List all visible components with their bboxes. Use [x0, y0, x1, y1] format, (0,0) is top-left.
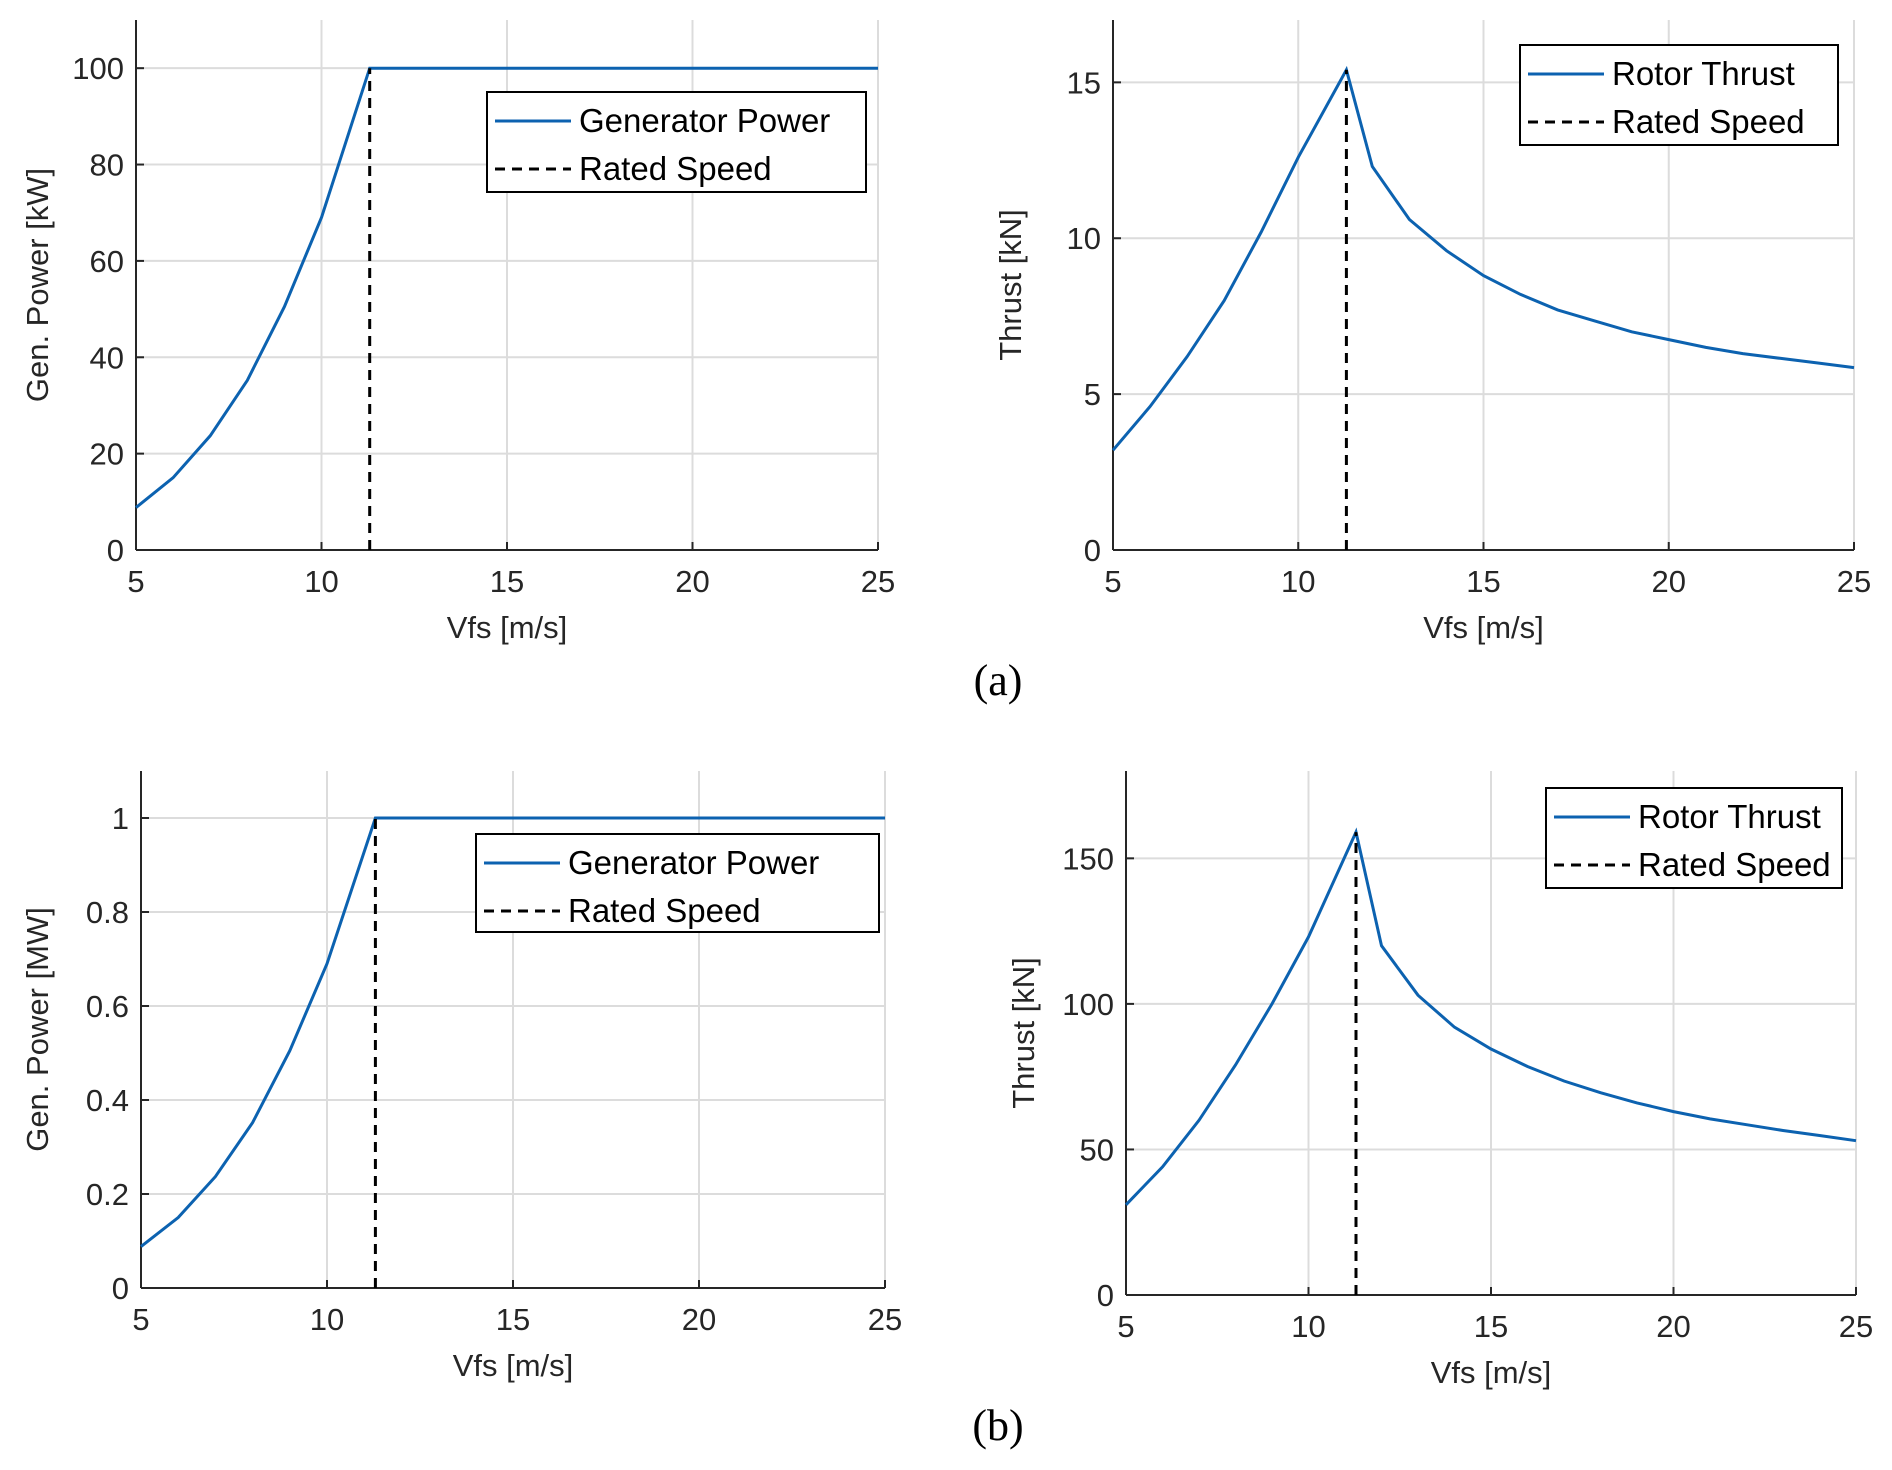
y-tick-label: 15	[1067, 65, 1101, 100]
x-tick-label: 5	[132, 1302, 149, 1337]
y-axis-label: Gen. Power [kW]	[20, 168, 55, 402]
x-tick-label: 20	[682, 1302, 716, 1337]
x-tick-label: 10	[1281, 564, 1315, 599]
legend: Generator Power Rated Speed	[486, 91, 867, 193]
y-tick-label: 1	[112, 801, 129, 836]
y-tick-label: 40	[90, 340, 124, 375]
x-tick-label: 10	[310, 1302, 344, 1337]
x-axis-label: Vfs [m/s]	[1431, 1355, 1552, 1390]
x-tick-label: 5	[1104, 564, 1121, 599]
legend-box	[1519, 44, 1839, 146]
legend-label: Rated Speed	[1638, 846, 1831, 883]
y-tick-label: 0.6	[86, 989, 129, 1024]
x-tick-label: 25	[1837, 564, 1871, 599]
legend: Generator Power Rated Speed	[475, 833, 880, 933]
x-axis-label: Vfs [m/s]	[453, 1348, 574, 1383]
legend: Rotor Thrust Rated Speed	[1545, 787, 1843, 889]
x-tick-label: 20	[1652, 564, 1686, 599]
y-tick-label: 5	[1084, 377, 1101, 412]
legend-label: Rated Speed	[568, 892, 761, 929]
y-axis-label: Thrust [kN]	[993, 209, 1028, 361]
x-axis-label: Vfs [m/s]	[1423, 610, 1544, 645]
legend-label: Rated Speed	[1612, 103, 1805, 140]
x-tick-label: 25	[861, 564, 895, 599]
y-tick-label: 100	[72, 51, 124, 86]
legend-box	[475, 833, 880, 933]
y-tick-label: 0	[1097, 1278, 1114, 1313]
caption-a: (a)	[974, 656, 1023, 705]
y-tick-label: 80	[90, 148, 124, 183]
y-tick-label: 0	[107, 533, 124, 568]
x-tick-label: 25	[1839, 1309, 1873, 1344]
y-tick-label: 0.4	[86, 1083, 129, 1118]
legend-label: Rotor Thrust	[1612, 55, 1795, 92]
x-tick-label: 10	[1291, 1309, 1325, 1344]
y-tick-label: 0	[112, 1271, 129, 1306]
x-tick-label: 5	[1117, 1309, 1134, 1344]
legend-label: Rotor Thrust	[1638, 798, 1821, 835]
y-axis-label: Thrust [kN]	[1006, 957, 1041, 1109]
caption-b: (b)	[972, 1401, 1023, 1450]
legend: Rotor Thrust Rated Speed	[1519, 44, 1839, 146]
legend-label: Rated Speed	[579, 150, 772, 187]
y-tick-label: 50	[1080, 1132, 1114, 1167]
x-tick-label: 20	[675, 564, 709, 599]
y-tick-label: 20	[90, 437, 124, 472]
y-tick-label: 0	[1084, 533, 1101, 568]
y-axis-label: Gen. Power [MW]	[20, 907, 55, 1152]
x-tick-label: 25	[868, 1302, 902, 1337]
y-tick-label: 60	[90, 244, 124, 279]
legend-label: Generator Power	[568, 844, 819, 881]
y-tick-label: 10	[1067, 221, 1101, 256]
panel-b-generator-power: 5 10 15 20 25 0 0.2 0.4 0.6 0.8 1 Vfs [m/s] Gen. Pow…	[20, 771, 902, 1383]
x-tick-label: 10	[304, 564, 338, 599]
legend-box	[486, 91, 867, 193]
panel-b-rotor-thrust: 5 10 15 20 25 0 50 100 150 Vfs [m/s] Thrust [kN] Ro…	[1006, 771, 1873, 1390]
x-tick-label: 5	[127, 564, 144, 599]
x-tick-label: 15	[1474, 1309, 1508, 1344]
legend-box	[1545, 787, 1843, 889]
x-axis-label: Vfs [m/s]	[447, 610, 568, 645]
y-tick-label: 150	[1062, 841, 1114, 876]
x-tick-label: 20	[1656, 1309, 1690, 1344]
x-tick-label: 15	[1466, 564, 1500, 599]
y-tick-label: 100	[1062, 987, 1114, 1022]
legend-label: Generator Power	[579, 102, 830, 139]
x-tick-label: 15	[496, 1302, 530, 1337]
y-tick-label: 0.2	[86, 1177, 129, 1212]
panel-a-generator-power: 5 10 15 20 25 0 20 40 60 80 100 Vfs [m/s] Gen. Power…	[20, 20, 895, 645]
y-tick-label: 0.8	[86, 895, 129, 930]
x-tick-label: 15	[490, 564, 524, 599]
